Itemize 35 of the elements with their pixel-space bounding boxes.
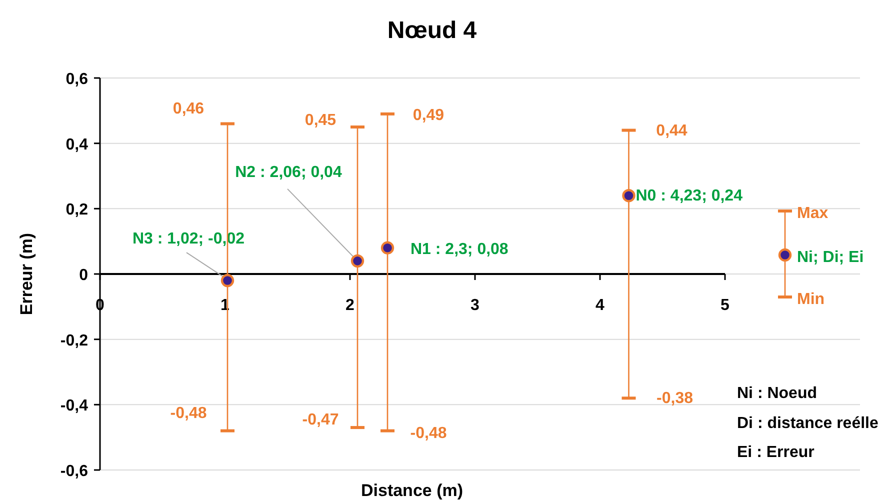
x-tick-label: 5 xyxy=(720,297,730,314)
annotation: N2 : 2,06; 0,04 xyxy=(235,164,342,181)
text: Min xyxy=(797,291,825,308)
annotation: -0,48 xyxy=(170,404,207,422)
annotation: 0,46 xyxy=(172,100,204,118)
text: Ei : Erreur xyxy=(737,444,814,461)
y-tick-label: 0 xyxy=(79,267,88,284)
y-axis-title: Erreur (m) xyxy=(17,232,36,316)
y-tick-label: -0,4 xyxy=(60,398,88,415)
annotation: N1 : 2,3; 0,08 xyxy=(410,240,508,258)
x-tick-label: 4 xyxy=(596,297,605,314)
annotation: -0,47 xyxy=(302,412,339,429)
text: Di : distance reélle xyxy=(737,415,878,432)
text: Ni; Di; Ei xyxy=(797,249,864,266)
annotation: -0,38 xyxy=(656,390,694,408)
point xyxy=(220,274,234,288)
chart-title: Nœud 4 xyxy=(387,17,478,44)
point xyxy=(622,189,636,202)
y-tick-label: 0,2 xyxy=(66,202,88,219)
x-tick-label: 3 xyxy=(470,297,480,314)
y-tick-label: -0,6 xyxy=(60,463,88,480)
y-tick-label: -0,2 xyxy=(60,332,88,350)
annotation: 0,44 xyxy=(656,122,688,140)
annotation: -0,48 xyxy=(410,424,447,442)
annotation: N0 : 4,23; 0,24 xyxy=(636,188,743,205)
annotation: 0,49 xyxy=(412,106,444,124)
point xyxy=(350,254,364,268)
text: Ni : Noeud xyxy=(737,385,817,402)
x-axis-title: Distance (m) xyxy=(360,481,464,500)
y-tick-label: 0,4 xyxy=(66,136,88,154)
text: Max xyxy=(797,205,828,222)
annotation: 0,45 xyxy=(304,112,336,129)
y-tick-label: 0,6 xyxy=(66,71,88,88)
x-tick-label: 2 xyxy=(346,297,355,314)
point xyxy=(380,241,394,254)
